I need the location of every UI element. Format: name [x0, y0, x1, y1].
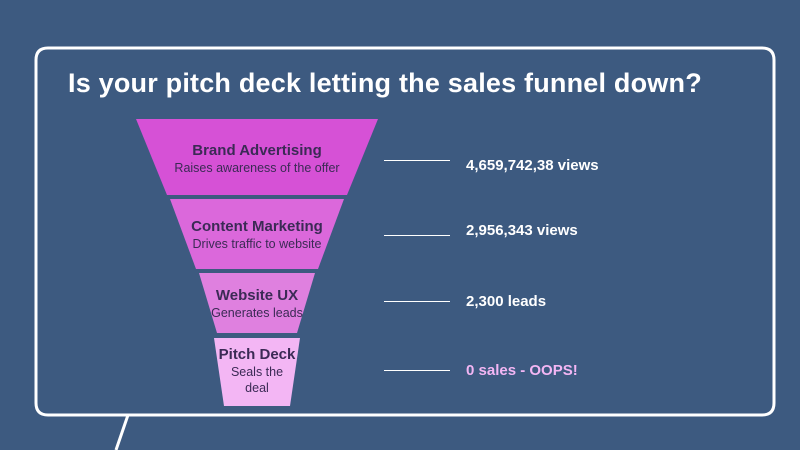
funnel-stage-brand-advertising: Brand Advertising Raises awareness of th… [136, 142, 378, 176]
connector-line [384, 235, 450, 236]
metric-website-ux: 2,300 leads [466, 293, 547, 310]
funnel-stage-website-ux: Website UX Generates leads [199, 287, 315, 321]
funnel-stage-content-marketing: Content Marketing Drives traffic to webs… [170, 218, 344, 252]
funnel-stage-4-shape [214, 338, 300, 406]
stage-description: Raises awareness of the offer [174, 161, 340, 175]
funnel-stage-2-shape [170, 199, 344, 269]
stage-description: Drives traffic to website [192, 237, 322, 251]
connector-line [384, 370, 450, 371]
stage-description-line: deal [245, 381, 269, 395]
metric-brand-advertising: 4,659,742,38 views [466, 157, 599, 174]
stage-name: Website UX [215, 287, 299, 304]
stage-description: Generates leads [211, 306, 303, 320]
stage-name: Content Marketing [191, 218, 323, 235]
connector-line [384, 301, 450, 302]
stage-description-line: Seals the [230, 365, 284, 379]
funnel-stage-1-shape [136, 119, 378, 195]
funnel-stage-3-shape [199, 273, 315, 333]
funnel-stage-pitch-deck: Pitch Deck Seals the deal [214, 346, 300, 396]
stage-name: Brand Advertising [192, 142, 322, 159]
metric-content-marketing: 2,956,343 views [466, 222, 578, 239]
connector-line [384, 160, 450, 161]
metric-pitch-deck: 0 sales - OOPS! [466, 362, 578, 379]
page-title: Is your pitch deck letting the sales fun… [68, 68, 702, 98]
stage-name: Pitch Deck [218, 346, 296, 363]
